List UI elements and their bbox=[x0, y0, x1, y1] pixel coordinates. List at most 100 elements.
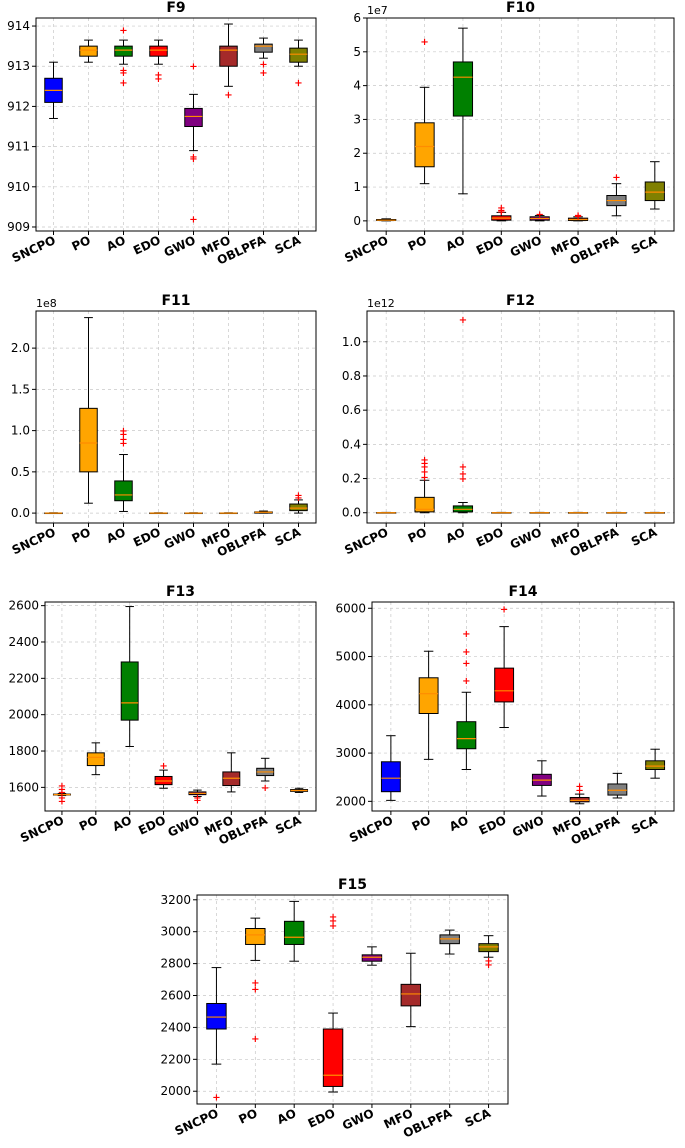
y-tick-label: 910 bbox=[7, 180, 30, 194]
outlier-marker: + bbox=[462, 658, 470, 669]
outlier-marker: + bbox=[420, 462, 428, 473]
outlier-marker: + bbox=[535, 210, 543, 221]
outlier-marker: + bbox=[189, 152, 197, 163]
y-tick-label: 0.0 bbox=[11, 506, 30, 520]
box-oblpfa bbox=[607, 772, 628, 799]
outlier-marker: + bbox=[420, 455, 428, 466]
y-tick-label: 0.6 bbox=[342, 403, 361, 417]
iqr-box bbox=[452, 61, 474, 117]
outlier-marker: + bbox=[294, 490, 302, 501]
y-tick-label: 0.0 bbox=[342, 506, 361, 520]
box-ao: ++++ bbox=[114, 26, 133, 89]
box-sca: ++ bbox=[478, 935, 499, 971]
iqr-box bbox=[79, 407, 98, 473]
y-tick-label: 912 bbox=[7, 99, 30, 113]
outlier-marker: + bbox=[574, 212, 582, 223]
iqr-box bbox=[644, 181, 665, 202]
iqr-box bbox=[380, 761, 401, 793]
iqr-box bbox=[322, 1028, 344, 1087]
iqr-box bbox=[79, 45, 98, 57]
y-tick-label: 2000 bbox=[8, 708, 39, 722]
box-sca bbox=[644, 161, 665, 210]
box-sncpo bbox=[380, 735, 401, 801]
scale-exponent: 1e12 bbox=[367, 297, 395, 310]
scale-exponent: 1e8 bbox=[36, 297, 57, 310]
outlier-marker: + bbox=[497, 207, 505, 218]
outlier-marker: + bbox=[462, 647, 470, 658]
box-po: + bbox=[414, 37, 435, 185]
outlier-marker: + bbox=[119, 434, 127, 445]
box-oblpfa bbox=[606, 511, 627, 514]
plot-title: F11 bbox=[161, 293, 190, 309]
iqr-box bbox=[114, 480, 133, 502]
outlier-marker: + bbox=[58, 797, 66, 808]
y-tick-label: 0.8 bbox=[342, 369, 361, 383]
outlier-marker: + bbox=[459, 474, 467, 485]
box-mfo bbox=[400, 952, 422, 1028]
outlier-marker: + bbox=[329, 921, 337, 932]
iqr-box bbox=[206, 1002, 227, 1030]
y-tick-label: 911 bbox=[7, 140, 30, 154]
outlier-marker: + bbox=[329, 912, 337, 923]
box-sca: + bbox=[289, 39, 308, 89]
box-ao bbox=[283, 900, 305, 962]
y-tick-label: 3000 bbox=[335, 746, 366, 760]
box-edo: ++ bbox=[149, 39, 168, 85]
y-tick-label: 1.5 bbox=[11, 382, 30, 396]
iqr-box bbox=[456, 721, 477, 750]
outlier-marker: + bbox=[119, 68, 127, 79]
y-tick-label: 3000 bbox=[160, 925, 191, 939]
outlier-marker: + bbox=[294, 493, 302, 504]
outlier-marker: + bbox=[420, 459, 428, 470]
y-tick-label: 4 bbox=[353, 79, 361, 93]
outlier-marker: + bbox=[154, 74, 162, 85]
y-tick-label: 5 bbox=[353, 45, 361, 59]
box-edo: + bbox=[494, 605, 515, 728]
box-sncpo bbox=[376, 511, 397, 514]
iqr-box bbox=[478, 943, 499, 953]
iqr-box bbox=[149, 45, 168, 57]
box-sncpo bbox=[44, 61, 63, 119]
box-oblpfa bbox=[439, 929, 460, 955]
outlier-marker: + bbox=[58, 781, 66, 792]
outlier-marker: + bbox=[259, 68, 267, 79]
iqr-box bbox=[645, 760, 666, 770]
outlier-marker: + bbox=[575, 781, 583, 792]
box-ao bbox=[120, 606, 139, 747]
box-sncpo: + bbox=[206, 967, 227, 1103]
box-mfo bbox=[567, 511, 589, 514]
iqr-box bbox=[414, 496, 435, 513]
plot-title: F13 bbox=[166, 584, 195, 600]
plot-title: F14 bbox=[508, 584, 537, 600]
plot-frame bbox=[44, 601, 317, 812]
box-gwo: ++++ bbox=[184, 62, 203, 225]
y-tick-label: 2400 bbox=[160, 1020, 191, 1034]
plot-title: F15 bbox=[338, 877, 367, 893]
box-gwo bbox=[531, 760, 552, 797]
box-ao: ++++ bbox=[452, 315, 474, 514]
y-tick-label: 2 bbox=[353, 146, 361, 160]
y-tick-label: 2600 bbox=[8, 599, 39, 613]
plot-frame bbox=[35, 310, 317, 524]
plot-title: F9 bbox=[166, 0, 185, 16]
y-tick-label: 1.0 bbox=[342, 335, 361, 349]
outlier-marker: + bbox=[462, 676, 470, 687]
outlier-marker: + bbox=[459, 469, 467, 480]
scale-exponent: 1e7 bbox=[367, 4, 388, 17]
outlier-marker: + bbox=[420, 37, 428, 48]
y-tick-label: 2000 bbox=[160, 1084, 191, 1098]
box-edo bbox=[149, 512, 168, 515]
plot-frame bbox=[371, 601, 675, 812]
outlier-marker: + bbox=[58, 793, 66, 804]
box-mfo: ++ bbox=[567, 210, 589, 223]
y-tick-label: 1800 bbox=[8, 744, 39, 758]
outlier-marker: + bbox=[212, 1092, 220, 1103]
y-tick-label: 2200 bbox=[160, 1052, 191, 1066]
box-ao: ++++ bbox=[456, 629, 477, 770]
box-mfo bbox=[222, 752, 241, 793]
y-tick-label: 5000 bbox=[335, 650, 366, 664]
outlier-marker: + bbox=[420, 467, 428, 478]
y-tick-label: 2000 bbox=[335, 794, 366, 808]
